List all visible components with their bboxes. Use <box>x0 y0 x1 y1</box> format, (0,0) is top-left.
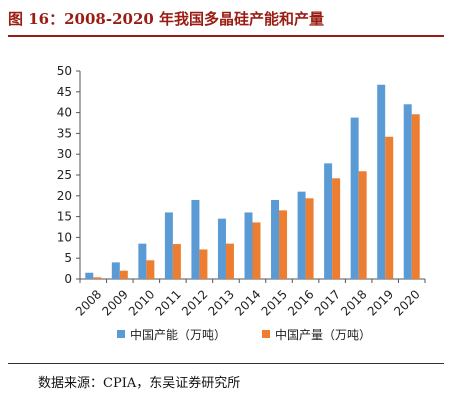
output-bar-2010 <box>146 260 155 279</box>
output-bar-2016 <box>305 198 314 279</box>
y-tick-label: 20 <box>57 189 72 203</box>
capacity-bar-2012 <box>191 199 200 279</box>
y-tick-label: 25 <box>57 168 72 182</box>
source-divider <box>8 363 444 364</box>
capacity-bar-2009 <box>111 262 120 279</box>
chart-title: 图 16：2008-2020 年我国多晶硅产能和产量 <box>8 10 325 28</box>
output-bar-2017 <box>332 178 341 279</box>
output-bar-2020 <box>411 114 420 279</box>
output-bar-2009 <box>119 270 128 279</box>
chart-legend: 中国产能（万吨） 中国产量（万吨） <box>117 327 371 342</box>
x-tick-label: 2011 <box>152 287 183 318</box>
capacity-bar-2010 <box>138 243 147 279</box>
x-tick-label: 2020 <box>391 287 422 318</box>
x-tick-label: 2019 <box>365 287 396 318</box>
x-tick-label: 2018 <box>338 287 369 318</box>
chart-bars <box>85 84 420 279</box>
output-bar-2012 <box>199 249 208 279</box>
output-bar-2011 <box>172 244 181 279</box>
x-tick-label: 2010 <box>126 287 157 318</box>
output-bar-2018 <box>358 171 367 279</box>
x-tick-label: 2008 <box>73 287 104 318</box>
legend-swatch <box>262 330 270 338</box>
capacity-bar-2016 <box>297 191 306 279</box>
source-note: 数据来源：CPIA，东吴证券研究所 <box>38 376 241 391</box>
x-tick-label: 2016 <box>285 287 316 318</box>
y-tick-label: 15 <box>57 210 72 224</box>
y-tick-label: 30 <box>57 147 72 161</box>
y-tick-label: 50 <box>57 64 72 78</box>
x-tick-label: 2014 <box>232 287 263 318</box>
legend-label: 中国产量（万吨） <box>275 327 371 342</box>
y-tick-label: 45 <box>57 85 72 99</box>
chart-axes: 0 5 10 15 20 25 30 35 40 45 50 <box>57 64 426 286</box>
capacity-bar-2017 <box>324 163 333 279</box>
x-tick-label: 2009 <box>99 287 130 318</box>
capacity-bar-2015 <box>271 199 280 279</box>
capacity-bar-2020 <box>403 104 412 279</box>
title-divider <box>8 35 444 37</box>
capacity-bar-2008 <box>85 272 94 279</box>
y-tick-label: 0 <box>64 272 72 286</box>
x-tick-label: 2013 <box>206 287 237 318</box>
y-tick-label: 5 <box>64 251 72 265</box>
output-bar-2008 <box>93 277 102 279</box>
capacity-bar-2018 <box>350 117 359 279</box>
y-tick-label: 40 <box>57 106 72 120</box>
legend-swatch <box>117 330 125 338</box>
x-tick-label: 2015 <box>259 287 290 318</box>
capacity-bar-2014 <box>244 212 253 279</box>
output-bar-2019 <box>385 136 394 279</box>
y-tick-label: 35 <box>57 126 72 140</box>
output-bar-2013 <box>225 243 234 279</box>
capacity-bar-2019 <box>377 84 386 279</box>
x-tick-label: 2017 <box>312 287 343 318</box>
x-tick-label: 2012 <box>179 287 210 318</box>
x-tick-labels: 2008200920102011201220132014201520162017… <box>73 287 423 318</box>
output-bar-2015 <box>279 210 288 279</box>
capacity-bar-2013 <box>217 218 226 279</box>
y-tick-label: 10 <box>57 230 72 244</box>
output-bar-2014 <box>252 222 261 279</box>
legend-label: 中国产能（万吨） <box>130 327 226 342</box>
capacity-bar-2011 <box>164 212 173 279</box>
